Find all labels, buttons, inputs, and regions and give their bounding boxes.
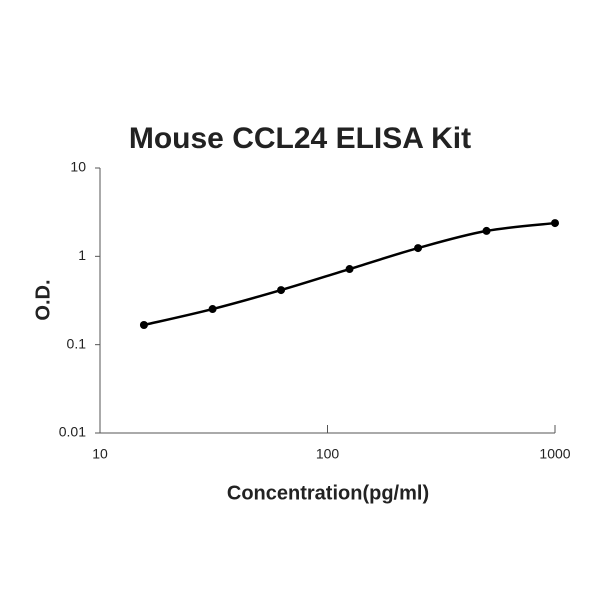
x-tick-label: 1000 (539, 446, 570, 462)
x-axis-label: Concentration(pg/ml) (227, 482, 429, 504)
y-axis-label: O.D. (32, 279, 54, 320)
chart-title: Mouse CCL24 ELISA Kit (129, 122, 471, 155)
data-point (277, 286, 286, 295)
data-point (208, 305, 217, 314)
data-point (414, 244, 423, 253)
data-point (139, 320, 148, 329)
y-tick-label: 0.01 (59, 424, 86, 440)
fit-curve (143, 221, 556, 327)
y-tick-label: 1 (78, 247, 86, 263)
x-tick-label: 100 (316, 446, 340, 462)
x-tick-label: 10 (92, 446, 108, 462)
data-point (482, 226, 491, 235)
data-point (345, 265, 354, 274)
data-point (551, 219, 559, 228)
y-tick-label: 10 (70, 159, 86, 175)
y-tick-label: 0.1 (67, 335, 87, 351)
